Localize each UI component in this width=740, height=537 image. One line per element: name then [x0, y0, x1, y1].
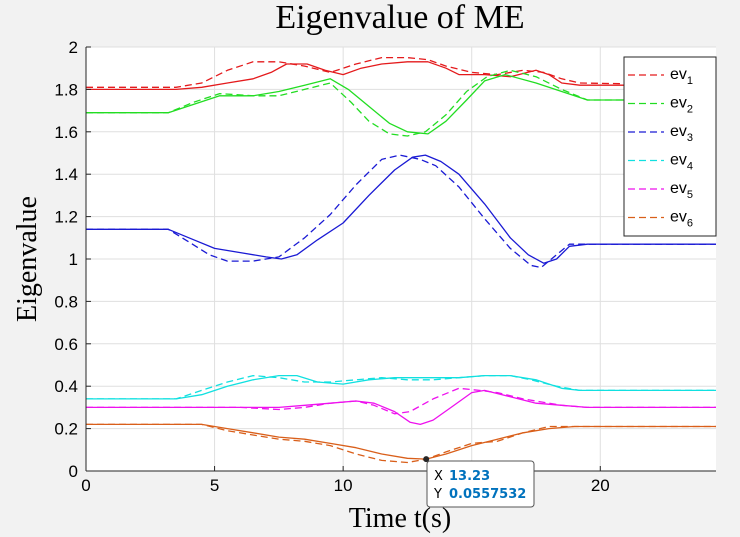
- y-tick-label: 0.2: [54, 420, 78, 439]
- datatip-marker[interactable]: [423, 456, 430, 463]
- tick-labels: 0510152000.20.40.60.811.21.41.61.82: [54, 38, 609, 495]
- datatip-x-label: X: [434, 469, 443, 484]
- x-axis-label: Time t(s): [349, 503, 451, 534]
- series-ev3-solid-line: [86, 154, 716, 264]
- legend-box: [623, 56, 717, 237]
- y-tick-label: 1.6: [54, 123, 78, 142]
- axes: [85, 46, 716, 472]
- y-tick-label: 0.6: [54, 335, 78, 354]
- y-tick-label: 2: [69, 38, 78, 57]
- y-tick-label: 0.4: [54, 377, 78, 396]
- y-tick-label: 1.4: [54, 165, 78, 184]
- datatip-y-label: Y: [433, 487, 442, 502]
- datatip-x-value: 13.23: [449, 469, 490, 484]
- series-ev4-dashed-line: [86, 374, 716, 400]
- y-tick-label: 0.8: [54, 292, 78, 311]
- y-tick-label: 0: [69, 462, 78, 481]
- y-tick-label: 1.8: [54, 80, 78, 99]
- y-axis-label: Eigenvalue: [12, 196, 43, 322]
- datatip[interactable]: X 13.23 Y 0.0557532: [423, 456, 535, 508]
- x-tick-label: 10: [334, 476, 353, 495]
- chart-title: Eigenvalue of ME: [275, 0, 524, 36]
- series-ev5-solid-line: [86, 389, 716, 426]
- series-ev6-dashed-line: [86, 423, 716, 464]
- series-ev2-solid-line: [86, 73, 716, 135]
- series-ev3-dashed-line: [86, 154, 716, 269]
- datatip-box[interactable]: [426, 460, 535, 508]
- series-ev2-dashed-line: [86, 69, 716, 137]
- x-tick-label: 5: [210, 476, 219, 495]
- series-ev4-solid-line: [86, 374, 716, 400]
- x-tick-label: 20: [591, 476, 610, 495]
- y-tick-label: 1.2: [54, 208, 78, 227]
- datatip-y-value: 0.0557532: [449, 487, 526, 502]
- y-tick-label: 1: [69, 250, 78, 269]
- x-tick-label: 0: [81, 476, 90, 495]
- series-lines: [86, 56, 717, 464]
- series-ev1-dashed-line: [86, 56, 717, 88]
- series-ev6-solid-line: [86, 423, 716, 460]
- series-ev5-dashed-line: [86, 387, 716, 415]
